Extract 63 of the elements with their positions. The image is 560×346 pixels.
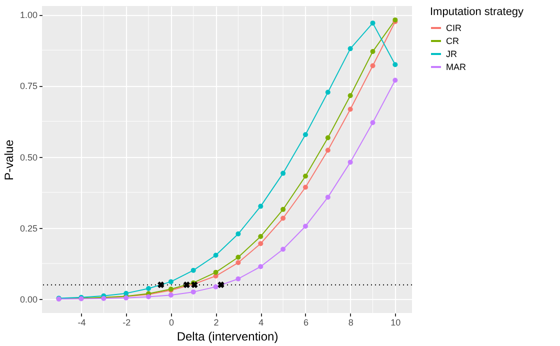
x-tick-label: 4 (258, 318, 264, 328)
point (146, 286, 152, 292)
point (370, 20, 376, 26)
point (348, 46, 353, 52)
legend-label: JR (446, 49, 458, 59)
x-tick-label: 6 (303, 318, 308, 328)
point (280, 246, 286, 252)
point (302, 174, 308, 179)
point (236, 260, 241, 266)
point (370, 63, 376, 68)
point (280, 216, 286, 221)
x-tick-label: -2 (122, 318, 131, 328)
point (218, 282, 224, 288)
point (190, 289, 196, 294)
point (258, 234, 264, 239)
point (302, 184, 308, 190)
point (325, 194, 330, 200)
point (158, 282, 164, 288)
point (325, 148, 330, 153)
point (280, 170, 286, 176)
y-tick-label: 0.00 (20, 294, 38, 305)
point (213, 252, 218, 258)
point (348, 106, 353, 112)
point (325, 90, 330, 95)
legend-title: Imputation strategy (430, 6, 524, 18)
legend-label: CIR (446, 23, 462, 33)
point (302, 132, 308, 138)
legend-label: MAR (446, 62, 466, 72)
point (348, 93, 353, 98)
point (302, 224, 308, 229)
x-axis-title: Delta (intervention) (176, 330, 278, 344)
point (258, 241, 264, 246)
x-tick-label: -4 (78, 318, 86, 328)
y-tick-label: 0.25 (20, 223, 38, 234)
y-tick-label: 0.75 (20, 81, 38, 92)
point (348, 160, 353, 165)
point (236, 254, 241, 260)
y-tick-label: 1.00 (20, 10, 38, 20)
x-tick-label: 0 (168, 318, 174, 328)
point (168, 279, 174, 284)
y-tick-label: 0.50 (20, 152, 38, 162)
point (236, 231, 241, 236)
x-tick-label: 10 (390, 318, 401, 328)
point (280, 206, 286, 212)
x-tick-label: 8 (348, 318, 354, 328)
point (258, 204, 264, 209)
point (325, 135, 330, 140)
point (236, 276, 241, 282)
point (146, 294, 152, 300)
point (124, 290, 129, 296)
x-tick-label: 2 (214, 318, 219, 328)
point (392, 62, 398, 68)
legend-label: CR (446, 36, 460, 46)
point (370, 49, 376, 54)
point (168, 292, 174, 298)
y-axis-title: P-value (2, 139, 16, 180)
point (183, 282, 190, 288)
point (258, 264, 264, 270)
point (190, 268, 196, 273)
point (392, 78, 398, 83)
point (370, 120, 376, 126)
point (213, 284, 218, 290)
point (213, 270, 218, 275)
